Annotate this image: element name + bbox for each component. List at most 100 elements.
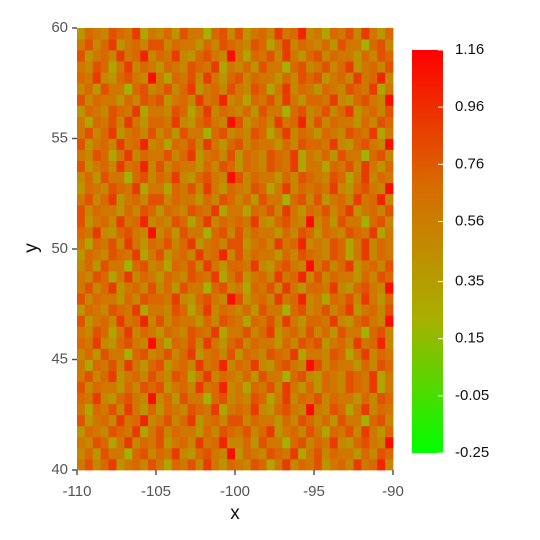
heatmap-cell [235, 414, 244, 427]
heatmap-cell [274, 403, 283, 416]
heatmap-cell [377, 304, 386, 316]
heatmap-cell [290, 271, 299, 283]
heatmap-cell [369, 458, 378, 471]
heatmap-cell [258, 50, 267, 62]
heatmap-cell [361, 237, 370, 250]
heatmap-cell [163, 39, 173, 51]
heatmap-cell [116, 348, 125, 360]
heatmap-cell [124, 381, 133, 394]
heatmap-cell [171, 39, 181, 51]
heatmap-cell [148, 28, 157, 40]
heatmap-cell [337, 160, 346, 173]
heatmap-cell [345, 171, 354, 184]
heatmap-cell [274, 458, 283, 471]
heatmap-cell [84, 315, 94, 327]
heatmap-cell [242, 94, 252, 106]
heatmap-cell [84, 105, 94, 117]
heatmap-cell [203, 447, 212, 460]
heatmap-cell [77, 447, 86, 460]
heatmap-cell [314, 403, 323, 416]
heatmap-cell [187, 271, 196, 283]
heatmap-cell [337, 28, 346, 40]
heatmap-cell [211, 315, 220, 327]
heatmap-cell [211, 193, 220, 206]
heatmap-cell [242, 138, 252, 150]
heatmap-cell [227, 149, 236, 161]
heatmap-cell [100, 359, 109, 371]
heatmap-cell [337, 138, 346, 150]
heatmap-cell [163, 447, 173, 460]
heatmap-cell [92, 447, 102, 460]
heatmap-cell [227, 359, 236, 371]
heatmap-cell [298, 105, 307, 117]
heatmap-cell [203, 304, 212, 316]
heatmap-cell [116, 149, 125, 161]
heatmap-cell [187, 458, 196, 471]
heatmap-cell [211, 370, 220, 382]
heatmap-cell [345, 204, 354, 217]
heatmap-cell [108, 271, 117, 283]
heatmap-cell [92, 370, 102, 382]
heatmap-cell [187, 326, 196, 338]
heatmap-cell [148, 160, 157, 173]
heatmap-cell [77, 116, 86, 128]
heatmap-cell [306, 403, 315, 416]
heatmap-cell [171, 50, 181, 62]
heatmap-cell [100, 282, 109, 294]
heatmap-cell [108, 260, 117, 272]
heatmap-cell [266, 149, 275, 161]
heatmap-cell [250, 447, 260, 460]
heatmap-cell [211, 326, 220, 338]
heatmap-cell [211, 28, 220, 40]
heatmap-cell [242, 149, 252, 161]
heatmap-cell [337, 182, 346, 195]
heatmap-cell [203, 39, 212, 51]
heatmap-cell [156, 226, 165, 239]
heatmap-cell [171, 315, 181, 327]
heatmap-cell [116, 326, 125, 338]
heatmap-cell [369, 28, 378, 40]
heatmap-cell [227, 160, 236, 173]
heatmap-cell [274, 182, 283, 195]
heatmap-cell [369, 293, 378, 305]
heatmap-cell [266, 182, 275, 195]
heatmap-cell [219, 105, 228, 117]
heatmap-cell [84, 149, 94, 161]
heatmap-cell [274, 293, 283, 305]
heatmap-cell [250, 304, 260, 316]
heatmap-cell [227, 138, 236, 150]
heatmap-cell [179, 138, 188, 150]
heatmap-cell [369, 337, 378, 349]
heatmap-cell [100, 138, 109, 150]
heatmap-cell [227, 348, 236, 360]
heatmap-cell [266, 204, 275, 217]
heatmap-cell [290, 403, 299, 416]
heatmap-cell [179, 326, 188, 338]
heatmap-cell [250, 392, 260, 405]
heatmap-cell [337, 414, 346, 427]
heatmap-cell [100, 403, 109, 416]
heatmap-cell [329, 138, 339, 150]
heatmap-cell [361, 83, 370, 95]
heatmap-cell [314, 28, 323, 40]
heatmap-cell [369, 359, 378, 371]
heatmap-cell [108, 50, 117, 62]
heatmap-cell [274, 304, 283, 316]
heatmap-cell [250, 193, 260, 206]
heatmap-cell [116, 381, 125, 394]
heatmap-cell [353, 249, 362, 261]
heatmap-cell [377, 425, 386, 438]
y-tick-label: 55 [51, 129, 68, 146]
heatmap-cell [219, 304, 228, 316]
heatmap-cell [377, 94, 386, 106]
heatmap-cell [306, 458, 315, 471]
heatmap-cell [227, 116, 236, 128]
heatmap-cell [306, 237, 315, 250]
heatmap-cell [171, 215, 181, 228]
heatmap-cell [140, 282, 149, 294]
heatmap-cell [361, 260, 370, 272]
heatmap-cell [179, 392, 188, 405]
heatmap-cell [148, 447, 157, 460]
heatmap-cell [345, 94, 354, 106]
heatmap-cell [163, 458, 173, 471]
